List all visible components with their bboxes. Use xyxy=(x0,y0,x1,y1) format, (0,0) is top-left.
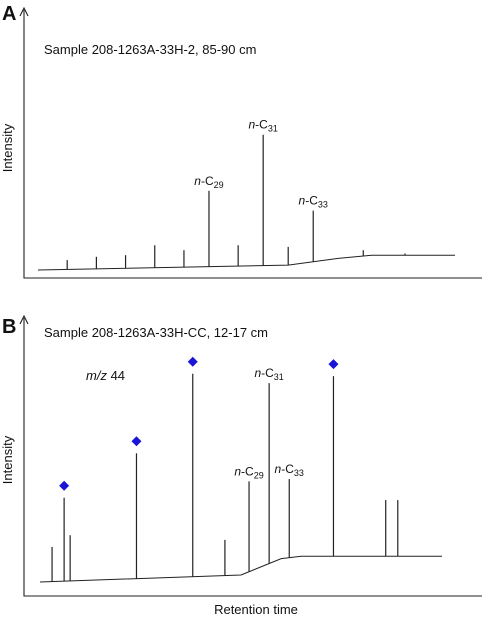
diamond-marker xyxy=(131,436,142,447)
panel-b-plot: n-C29 n-C31 n-C33 xyxy=(39,356,442,583)
diamond-marker xyxy=(328,359,339,370)
panel-b-y-axis-label: Intensity xyxy=(0,435,15,484)
panel-b-baseline-trace xyxy=(39,555,442,583)
panel-a-letter: A xyxy=(2,3,16,25)
panel-a-axis xyxy=(23,10,482,279)
mz-value: 44 xyxy=(107,368,125,383)
peak-label-n-c33: n-C33 xyxy=(299,194,328,210)
panel-b: B Sample 208-1263A-33H-CC, 12-17 cm m/z … xyxy=(0,314,482,617)
panel-a: A Sample 208-1263A-33H-2, 85-90 cm Inten… xyxy=(0,3,482,279)
peak-label-n-c31: n-C31 xyxy=(254,366,283,382)
panel-b-mz-annotation: m/z 44 xyxy=(86,368,125,383)
mz-italic: m/z xyxy=(86,368,107,383)
panel-b-axis xyxy=(23,318,482,597)
panel-a-baseline-trace xyxy=(37,254,455,271)
panel-b-y-arrow xyxy=(19,314,29,325)
panel-b-sample-title: Sample 208-1263A-33H-CC, 12-17 cm xyxy=(44,325,268,340)
peak-label-n-c33: n-C33 xyxy=(275,462,304,478)
diamond-marker xyxy=(59,480,70,491)
peak-label-n-c29: n-C29 xyxy=(194,174,223,190)
panel-a-plot: n-C29 n-C31 n-C33 xyxy=(37,118,455,271)
panel-a-y-arrow xyxy=(19,6,29,17)
panel-a-y-axis-label: Intensity xyxy=(0,123,15,172)
panel-b-letter: B xyxy=(2,316,16,338)
panel-a-sample-title: Sample 208-1263A-33H-2, 85-90 cm xyxy=(44,42,256,57)
peak-label-n-c29: n-C29 xyxy=(234,464,263,480)
peak-label-n-c31: n-C31 xyxy=(248,118,277,134)
x-axis-label: Retention time xyxy=(214,602,298,617)
diamond-marker xyxy=(187,356,198,367)
